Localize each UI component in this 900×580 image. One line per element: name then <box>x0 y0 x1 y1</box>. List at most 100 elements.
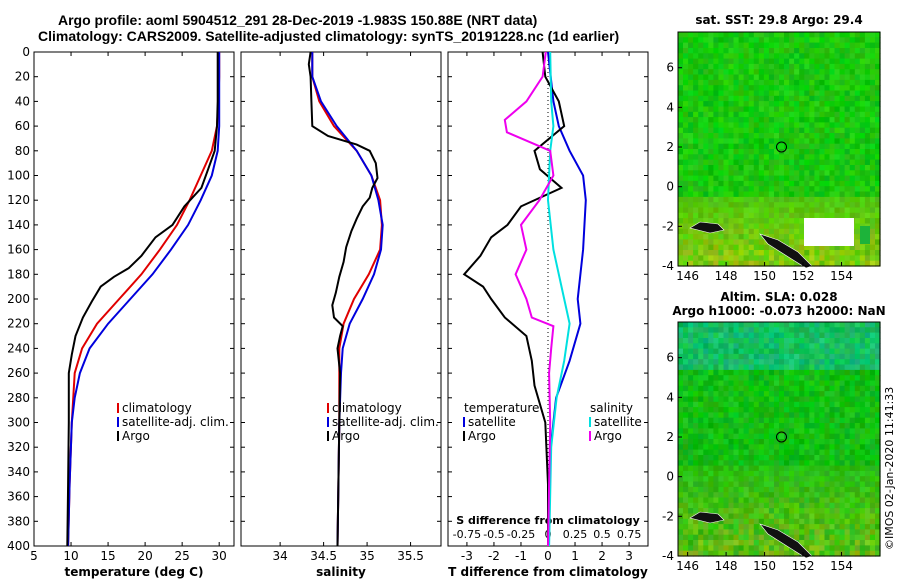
y-tick-label: -4 <box>662 549 674 563</box>
map-cell <box>678 170 684 177</box>
map-cell <box>824 186 831 193</box>
map-cell <box>693 218 699 224</box>
map-cell <box>738 255 745 262</box>
map-cell <box>718 165 724 171</box>
map-cell <box>824 369 831 376</box>
map-cell <box>875 53 881 60</box>
map-cell <box>789 460 795 467</box>
map-cell <box>854 465 861 472</box>
map-cell <box>678 154 684 161</box>
map-cell <box>738 502 745 509</box>
map-cell <box>844 385 851 392</box>
map-cell <box>779 391 785 397</box>
map-cell <box>718 476 724 483</box>
map-cell <box>703 159 709 166</box>
map-cell <box>789 32 795 38</box>
map-cell <box>703 170 709 177</box>
map-cell <box>794 391 800 397</box>
map-cell <box>763 353 770 360</box>
map-cell <box>854 502 861 509</box>
map-cell <box>703 207 709 214</box>
map-cell <box>748 375 755 382</box>
map-cell <box>875 111 881 118</box>
map-cell <box>698 359 704 366</box>
map-cell <box>799 476 805 483</box>
map-cell <box>779 513 785 520</box>
map-cell <box>753 212 760 219</box>
map-cell <box>708 545 714 552</box>
map-cell <box>819 133 825 139</box>
map-cell <box>683 175 689 182</box>
map-cell <box>834 348 841 355</box>
map-cell <box>728 486 735 493</box>
map-cell <box>738 260 745 267</box>
map-cell <box>743 127 750 134</box>
map-cell <box>794 396 800 403</box>
map-cell <box>869 207 876 214</box>
map-cell <box>763 85 770 92</box>
map-cell <box>688 417 694 424</box>
map-cell <box>824 455 831 461</box>
map-cell <box>819 369 825 376</box>
map-cell <box>784 444 790 451</box>
map-cell <box>804 149 810 155</box>
map-cell <box>839 550 846 557</box>
map-cell <box>789 74 795 81</box>
map-cell <box>869 508 876 514</box>
y-tick-label: 280 <box>7 391 30 405</box>
map-cell <box>779 207 785 214</box>
map-cell <box>763 364 770 371</box>
y-tick-label: 80 <box>15 144 30 158</box>
map-cell <box>753 234 760 240</box>
map-cell <box>703 502 709 509</box>
map-cell <box>859 250 866 256</box>
map-cell <box>844 180 851 187</box>
map-cell <box>794 42 800 49</box>
map-cell <box>875 186 881 193</box>
map-cell <box>748 343 755 350</box>
map-cell <box>819 250 825 256</box>
map-cell <box>779 133 785 139</box>
map-cell <box>849 417 856 424</box>
map-cell <box>743 439 750 445</box>
map-cell <box>809 550 815 557</box>
map-cell <box>728 545 735 552</box>
map-cell <box>774 250 780 256</box>
map-cell <box>854 191 861 198</box>
map-cell <box>678 133 684 139</box>
map-cell <box>799 58 805 65</box>
map-cell <box>839 101 846 107</box>
map-cell <box>814 196 820 203</box>
map-cell <box>738 396 745 403</box>
map-cell <box>854 138 861 145</box>
map-cell <box>779 508 785 514</box>
map-cell <box>708 364 714 371</box>
map-cell <box>834 455 841 461</box>
map-cell <box>789 534 795 541</box>
map-cell <box>854 117 861 123</box>
map-cell <box>723 508 730 514</box>
map-cell <box>723 117 730 123</box>
map-cell <box>794 359 800 366</box>
map-cell <box>854 260 861 267</box>
map-cell <box>718 191 724 198</box>
map-cell <box>839 481 846 488</box>
map-cell <box>678 545 684 552</box>
map-cell <box>875 250 881 256</box>
map-cell <box>743 223 750 230</box>
map-cell <box>753 385 760 392</box>
map-cell <box>839 508 846 514</box>
map-cell <box>819 550 825 557</box>
map-cell <box>799 122 805 129</box>
legend-label: Argo <box>332 429 360 443</box>
map-cell <box>753 250 760 256</box>
map-cell <box>688 42 694 49</box>
map-cell <box>738 529 745 536</box>
map-cell <box>859 327 866 334</box>
map-cell <box>839 540 846 546</box>
map-cell <box>713 58 719 65</box>
map-cell <box>743 117 750 123</box>
map-cell <box>713 106 719 113</box>
map-cell <box>849 433 856 440</box>
map-cell <box>859 127 866 134</box>
